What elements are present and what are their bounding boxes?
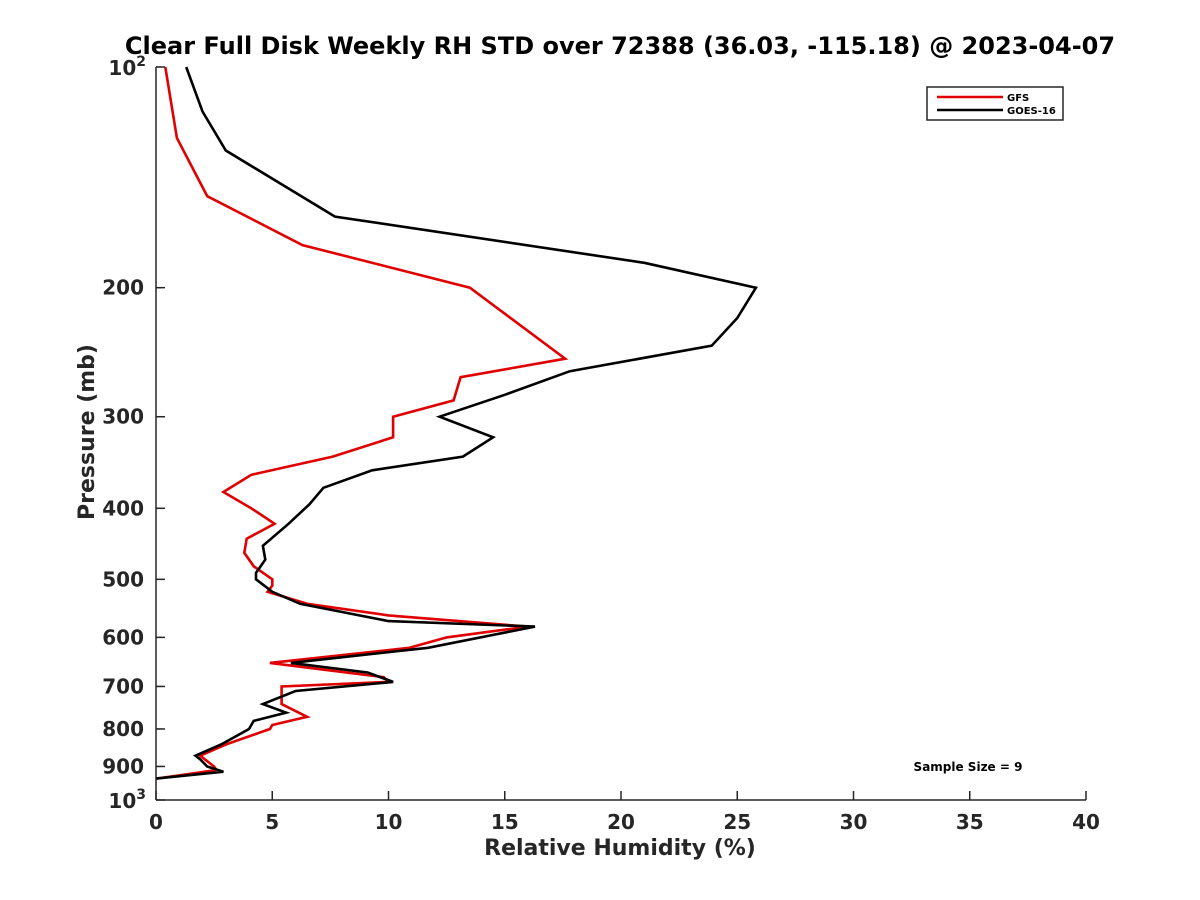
x-tick-label: 40 — [1072, 810, 1100, 834]
y-tick-label: 900 — [102, 754, 144, 778]
y-axis-label: Pressure (mb) — [75, 344, 100, 520]
chart-title: Clear Full Disk Weekly RH STD over 72388… — [125, 32, 1115, 60]
series-layer — [155, 66, 758, 780]
legend-box — [926, 86, 1064, 121]
legend-label-goes-16: GOES-16 — [1007, 106, 1056, 117]
x-axis-label: Relative Humidity (%) — [484, 836, 756, 861]
y-tick-label: 300 — [102, 405, 144, 429]
x-tick-label: 10 — [375, 810, 403, 834]
legend: GFS GOES-16 — [926, 86, 1064, 121]
x-tick-label: 0 — [149, 810, 163, 834]
y-tick-label: 102 — [108, 54, 146, 80]
sample-size-annotation: Sample Size = 9 — [914, 760, 1023, 774]
series-line-goes-16 — [155, 66, 758, 780]
x-tick-label: 35 — [956, 810, 984, 834]
y-tick-label: 500 — [102, 567, 144, 591]
y-tick-label: 700 — [102, 674, 144, 698]
x-tick-label: 20 — [607, 810, 635, 834]
x-tick-label: 15 — [491, 810, 519, 834]
legend-label-gfs: GFS — [1007, 93, 1029, 104]
y-tick-label: 600 — [102, 625, 144, 649]
x-tick-label: 25 — [723, 810, 751, 834]
y-tick-label: 800 — [102, 717, 144, 741]
y-tick-label: 400 — [102, 496, 144, 520]
x-tick-label: 5 — [265, 810, 279, 834]
y-tick-label: 200 — [102, 276, 144, 300]
y-tick-label: 103 — [108, 787, 146, 813]
x-tick-label: 30 — [840, 810, 868, 834]
axes-layer: 0 5 10 15 20 25 30 35 40 102 200 300 400 500 600 700 800… — [102, 54, 1100, 834]
